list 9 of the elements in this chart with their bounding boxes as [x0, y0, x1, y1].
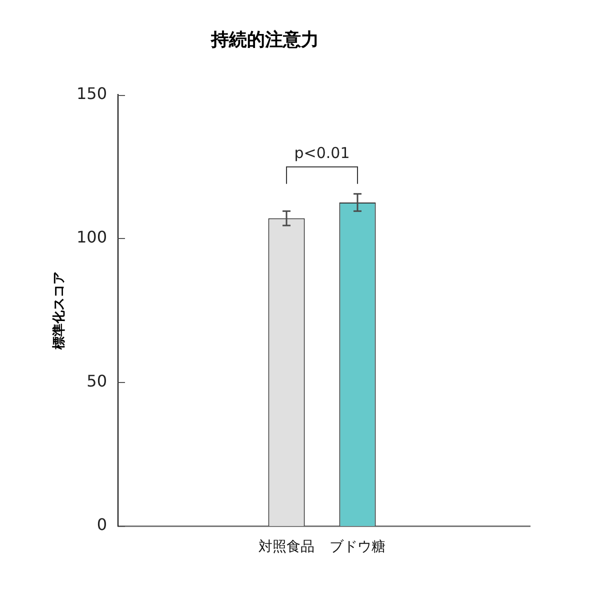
y-tick-label: 0: [96, 515, 107, 534]
annotation: p<0.01: [294, 144, 350, 162]
x-tick-label: 対照食品: [258, 539, 315, 556]
y-tick-label: 100: [76, 228, 107, 247]
y-axis-title: 標準化スコア: [52, 271, 68, 350]
y-tick-label: 150: [76, 84, 107, 103]
chart-title: 持続的注意力: [210, 29, 319, 50]
x-tick-label: ブドウ糖: [330, 539, 386, 556]
y-tick-label: 50: [86, 371, 107, 390]
